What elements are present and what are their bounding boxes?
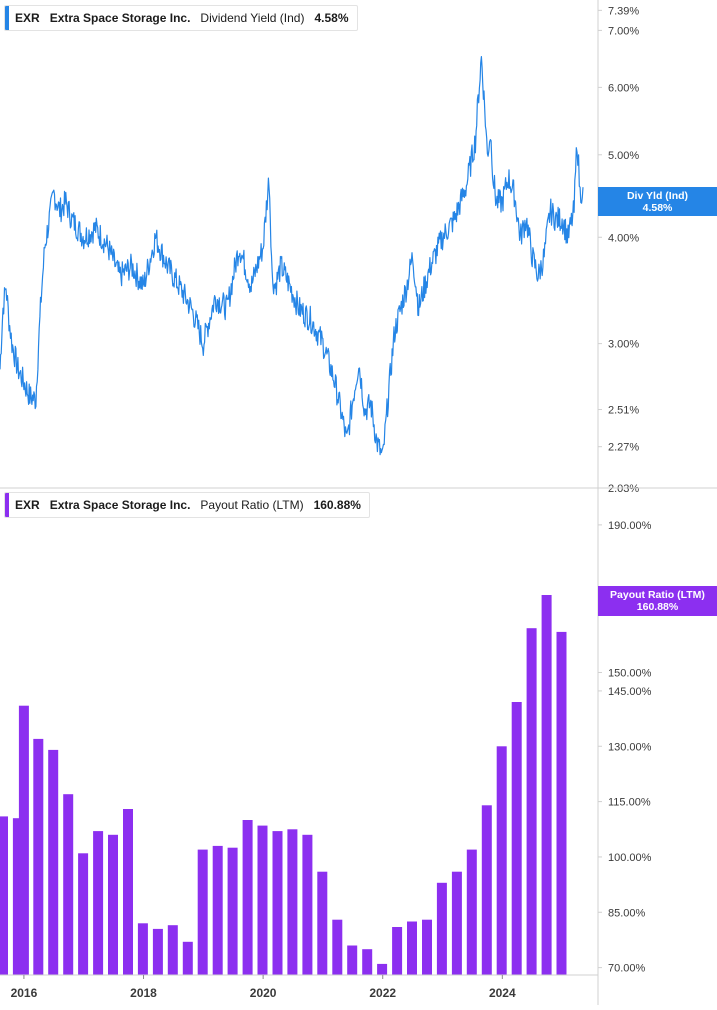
payout-bar [451, 871, 462, 975]
payout-y-tick-label: 115.00% [608, 797, 651, 809]
x-tick-label: 2022 [369, 986, 396, 1000]
payout-swatch [5, 493, 9, 517]
payout-ratio-panel: 190.00%170.00%150.00%145.00%130.00%115.0… [0, 520, 652, 976]
yield-y-tick-label: 2.51% [608, 405, 639, 417]
legend-metric: Payout Ratio (LTM) [200, 498, 304, 512]
payout-bar [78, 853, 89, 976]
payout-y-tick-label: 100.00% [608, 852, 652, 864]
payout-bar [511, 702, 522, 975]
payout-bar [377, 963, 388, 975]
payout-bar [123, 809, 133, 975]
payout-bar [347, 945, 358, 975]
payout-bar [197, 849, 208, 975]
payout-bar [108, 834, 118, 975]
payout-bar [362, 949, 373, 975]
payout-bar [33, 738, 44, 975]
badge-label: Div Yld (Ind) [626, 190, 689, 202]
payout-bar [392, 927, 403, 975]
payout-bar [152, 928, 163, 975]
yield-y-tick-label: 3.00% [608, 339, 639, 351]
payout-bar [526, 628, 537, 975]
x-tick-label: 2018 [130, 986, 157, 1000]
yield-y-tick-label: 5.00% [608, 150, 639, 162]
payout-bar [272, 831, 283, 975]
payout-y-tick-label: 190.00% [608, 520, 652, 532]
payout-bar [48, 749, 59, 975]
payout-bar [541, 595, 552, 975]
x-tick-label: 2016 [11, 986, 38, 1000]
payout-y-tick-label: 85.00% [608, 907, 646, 919]
legend-company: Extra Space Storage Inc. [49, 11, 191, 25]
payout-bar [407, 921, 417, 975]
payout-bar [332, 919, 343, 975]
payout-bar [227, 847, 238, 975]
payout-bar [496, 746, 507, 975]
payout-bar [422, 919, 432, 975]
dividend-yield-legend[interactable]: EXR Extra Space Storage Inc. Dividend Yi… [4, 5, 358, 31]
dividend-yield-value-badge: Div Yld (Ind) 4.58% [598, 187, 717, 216]
payout-bar [63, 794, 74, 975]
payout-bar [93, 831, 104, 975]
payout-y-tick-label: 145.00% [608, 686, 652, 698]
dividend-yield-panel: 7.39% 7.00% 6.00% 5.00% 4.00% 3.00% 2.51% 2.27%… [0, 5, 639, 495]
legend-last-value: 4.58% [314, 11, 349, 25]
x-tick-label: 2024 [489, 986, 516, 1000]
yield-y-tick-label: 6.00% [608, 82, 639, 94]
payout-bar [481, 805, 492, 975]
payout-bar [466, 849, 477, 975]
payout-bar [12, 818, 23, 975]
dividend-yield-line [0, 55, 584, 456]
payout-y-tick-label: 150.00% [608, 667, 652, 679]
yield-y-tick-label: 2.03% [608, 483, 639, 495]
payout-bar [18, 705, 29, 975]
legend-last-value: 160.88% [313, 498, 361, 512]
payout-bar [287, 829, 298, 975]
payout-y-tick-label: 70.00% [608, 963, 646, 975]
badge-value: 160.88% [636, 601, 679, 613]
legend-ticker: EXR [15, 11, 40, 25]
payout-bar [556, 631, 567, 975]
payout-ratio-legend[interactable]: EXR Extra Space Storage Inc. Payout Rati… [4, 492, 370, 518]
x-axis: 2016 2018 2020 2022 2024 [0, 974, 598, 1000]
payout-bar [436, 882, 447, 975]
payout-bar [0, 816, 8, 975]
payout-ratio-value-badge: Payout Ratio (LTM) 160.88% [598, 586, 717, 616]
x-tick-label: 2020 [250, 986, 277, 1000]
badge-label: Payout Ratio (LTM) [610, 589, 705, 601]
payout-bar [167, 925, 178, 975]
payout-y-tick-label: 130.00% [608, 741, 652, 753]
yield-swatch [5, 6, 9, 30]
badge-value: 4.58% [642, 202, 673, 214]
payout-bar [242, 820, 253, 975]
yield-y-tick-label: 7.39% [608, 5, 639, 17]
legend-metric: Dividend Yield (Ind) [200, 11, 305, 25]
payout-bar [137, 923, 148, 975]
payout-bar [257, 825, 268, 975]
payout-bar [302, 834, 313, 975]
yield-y-tick-label: 2.27% [608, 442, 639, 454]
payout-bar [317, 871, 328, 975]
yield-y-tick-label: 7.00% [608, 25, 639, 37]
payout-bar [212, 845, 223, 975]
payout-bar [182, 941, 193, 975]
yield-y-tick-label: 4.00% [608, 232, 639, 244]
legend-ticker: EXR [15, 498, 40, 512]
legend-company: Extra Space Storage Inc. [49, 498, 191, 512]
